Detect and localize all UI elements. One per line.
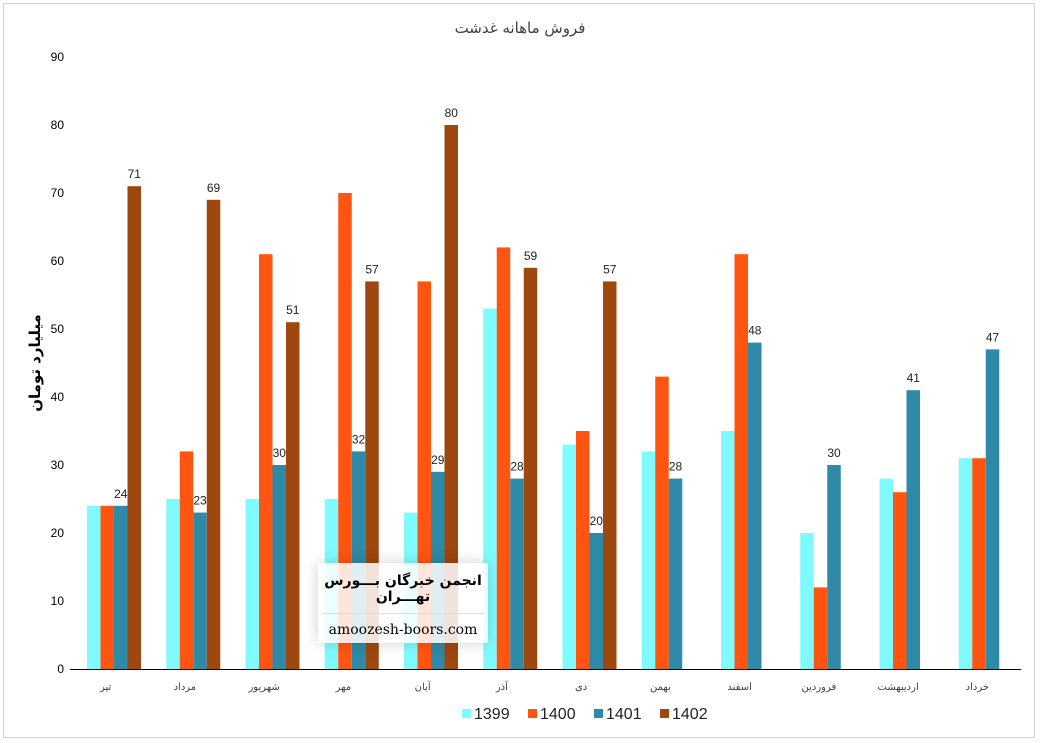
bar-1400-3 xyxy=(338,193,352,669)
bars xyxy=(87,125,1000,670)
data-label-1401-2: 30 xyxy=(273,446,287,460)
data-labels: 24 23 30 32 29 28 20 28 48 30 41 47 71 69 51 57 80 59 57 xyxy=(114,106,999,528)
x-category-label: دی xyxy=(575,682,587,693)
data-label-1401-0: 24 xyxy=(114,487,128,501)
data-label-1401-7: 28 xyxy=(669,460,683,474)
legend-entry-1402: 1402 xyxy=(672,706,708,723)
bar-1402-2 xyxy=(286,322,300,669)
chart-title: فروش ماهانه غدشت xyxy=(455,19,586,37)
bar-1400-6 xyxy=(576,431,590,669)
x-category-label: فروردین xyxy=(801,682,836,693)
watermark-url: amoozesh-boors.com xyxy=(328,622,478,638)
y-axis-label: میلیارد تومان xyxy=(26,314,44,412)
y-tick-label: 30 xyxy=(51,458,65,472)
legend-swatch-1399 xyxy=(462,709,471,718)
y-axis-ticks: 0 10 20 30 40 50 60 70 80 90 xyxy=(51,50,65,676)
bar-1402-1 xyxy=(206,199,221,670)
y-tick-label: 40 xyxy=(51,390,65,404)
bar-1401-2 xyxy=(272,465,286,669)
y-tick-label: 70 xyxy=(51,186,65,200)
bar-1399-0 xyxy=(87,505,101,669)
bar-1400-5 xyxy=(496,247,511,669)
watermark-title: انجمن خبرگان بـــورس تهـــران xyxy=(324,573,482,605)
y-tick-label: 0 xyxy=(57,662,64,676)
x-category-label: مرداد xyxy=(174,682,197,693)
bar-1399-9 xyxy=(800,533,814,669)
bar-1401-5 xyxy=(510,478,524,669)
x-category-label: مهر xyxy=(335,682,351,693)
data-label-1401-10: 41 xyxy=(907,371,921,385)
data-label-1401-11: 47 xyxy=(986,330,1000,344)
bar-1399-2 xyxy=(245,499,259,669)
x-category-label: آبان xyxy=(415,680,432,693)
data-label-1402-5: 59 xyxy=(524,249,538,263)
y-tick-label: 50 xyxy=(51,322,65,336)
data-label-1402-3: 57 xyxy=(365,262,379,276)
legend-swatch-1402 xyxy=(660,709,669,718)
legend-swatch-1400 xyxy=(528,709,537,718)
legend-entry-1400: 1400 xyxy=(540,706,576,723)
data-label-1402-2: 51 xyxy=(286,303,300,317)
x-category-label: آذر xyxy=(495,680,509,693)
bar-1399-11 xyxy=(958,458,973,669)
data-label-1401-4: 29 xyxy=(431,453,445,467)
bar-1400-10 xyxy=(893,492,907,669)
data-label-1401-8: 48 xyxy=(748,324,762,338)
data-label-1402-0: 71 xyxy=(128,167,142,181)
bar-1401-0 xyxy=(114,505,128,669)
bar-1402-0 xyxy=(127,186,141,669)
bar-1401-8 xyxy=(748,342,762,669)
x-category-label: شهریور xyxy=(247,682,279,693)
bar-1400-2 xyxy=(259,254,273,669)
bar-1402-6 xyxy=(603,281,617,669)
bar-1401-11 xyxy=(985,349,1000,669)
x-category-label: اردیبهشت xyxy=(878,682,919,693)
bar-1401-9 xyxy=(827,465,841,669)
bar-1399-6 xyxy=(562,444,576,669)
bar-1401-7 xyxy=(668,478,683,669)
bar-1401-6 xyxy=(589,533,603,669)
x-category-label: اسفند xyxy=(727,682,751,693)
bar-1401-10 xyxy=(906,390,920,669)
bar-1402-4 xyxy=(444,125,458,669)
data-label-1401-1: 23 xyxy=(193,494,207,508)
data-label-1401-9: 30 xyxy=(827,446,841,460)
data-label-1401-5: 28 xyxy=(510,460,524,474)
x-category-label: تیر xyxy=(99,682,112,693)
bar-1399-1 xyxy=(166,499,180,669)
bar-1399-8 xyxy=(721,431,735,669)
x-axis-categories: تیر مرداد شهریور مهر آبان آذر دی بهمن اسفند فرورد… xyxy=(99,680,989,693)
y-tick-label: 10 xyxy=(51,594,65,608)
bar-1400-1 xyxy=(179,451,194,669)
bar-1399-7 xyxy=(641,451,656,669)
data-label-1401-3: 32 xyxy=(352,432,366,446)
y-tick-label: 90 xyxy=(51,50,65,64)
watermark-divider xyxy=(322,613,484,614)
data-label-1402-6: 57 xyxy=(603,262,617,276)
watermark: انجمن خبرگان بـــورس تهـــران amoozesh-b… xyxy=(318,563,488,643)
bar-1400-11 xyxy=(972,458,986,669)
bar-1400-7 xyxy=(655,376,669,669)
x-category-label: بهمن xyxy=(650,682,671,693)
data-label-1402-1: 69 xyxy=(207,181,221,195)
legend-swatch-1401 xyxy=(594,709,603,718)
bar-1400-0 xyxy=(100,505,114,669)
data-label-1401-6: 20 xyxy=(590,514,604,528)
legend: 1399 1400 1401 1402 xyxy=(462,706,708,723)
y-tick-label: 80 xyxy=(51,118,65,132)
legend-entry-1399: 1399 xyxy=(474,706,510,723)
bar-1400-8 xyxy=(734,254,748,669)
bar-1401-1 xyxy=(193,512,207,669)
bar-1400-9 xyxy=(813,587,828,669)
y-tick-label: 60 xyxy=(51,254,65,268)
bar-1402-5 xyxy=(523,267,538,669)
data-label-1402-4: 80 xyxy=(445,106,459,120)
y-tick-label: 20 xyxy=(51,526,65,540)
x-category-label: خرداد xyxy=(966,682,989,693)
legend-entry-1401: 1401 xyxy=(606,706,642,723)
bar-1399-10 xyxy=(879,478,893,669)
